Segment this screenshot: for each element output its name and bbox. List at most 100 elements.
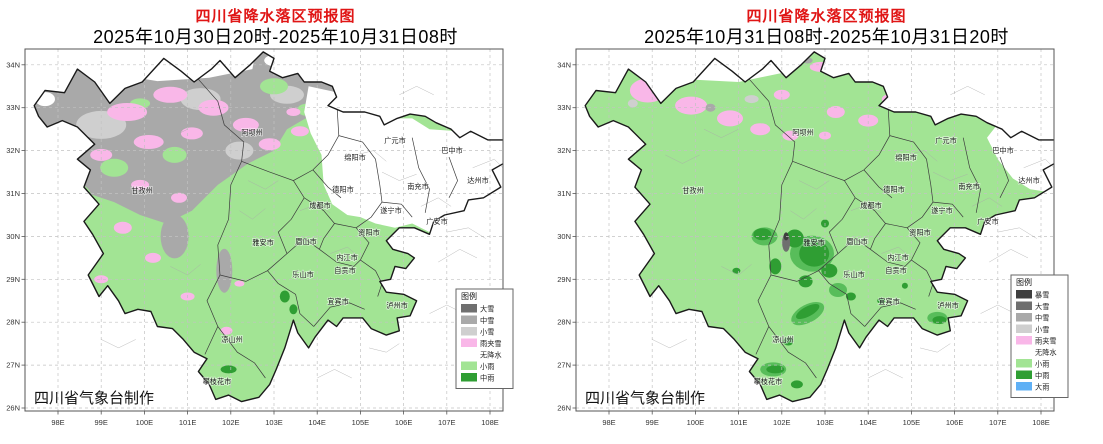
region-label: 眉山市 bbox=[846, 237, 868, 246]
legend-swatch bbox=[461, 373, 477, 382]
legend-item-label: 大雪 bbox=[1035, 302, 1049, 311]
x-tick-label: 100E bbox=[687, 418, 705, 427]
region-label: 遂宁市 bbox=[380, 206, 402, 215]
county-borders bbox=[652, 86, 1054, 379]
x-tick-label: 103E bbox=[816, 418, 834, 427]
region-label: 绵阳市 bbox=[344, 153, 366, 162]
region-label: 资阳市 bbox=[909, 228, 931, 237]
legend-item-label: 小雪 bbox=[480, 328, 494, 337]
legend-swatch bbox=[461, 304, 477, 313]
region-label: 泸州市 bbox=[937, 301, 959, 310]
y-tick-label: 34N bbox=[6, 60, 20, 69]
legend-item-label: 小雪 bbox=[1035, 325, 1049, 334]
region-label: 广元市 bbox=[384, 136, 406, 145]
x-tick-label: 101E bbox=[730, 418, 748, 427]
legend-item-label: 无降水 bbox=[1035, 348, 1057, 357]
region-label: 宜宾市 bbox=[327, 297, 349, 306]
precipitation-map: 98E 99E 100E 101E 102E 103E 104E 105E 106E 107E 10… bbox=[6, 48, 514, 427]
x-tick-label: 100E bbox=[136, 418, 154, 427]
y-tick-label: 34N bbox=[557, 60, 571, 69]
y-tick-label: 27N bbox=[557, 361, 571, 370]
region-label: 乐山市 bbox=[292, 270, 314, 279]
x-tick-label: 101E bbox=[179, 418, 197, 427]
x-tick-label: 107E bbox=[989, 418, 1007, 427]
x-tick-label: 108E bbox=[1032, 418, 1050, 427]
prefecture-borders bbox=[195, 76, 458, 379]
y-tick-label: 29N bbox=[557, 275, 571, 284]
plot-area bbox=[576, 49, 1054, 411]
credit-text: 四川省气象台制作 bbox=[34, 390, 154, 407]
region-label: 成都市 bbox=[309, 201, 331, 210]
x-tick-label: 99E bbox=[95, 418, 108, 427]
region-label: 达州市 bbox=[467, 176, 489, 185]
county-borders bbox=[101, 86, 503, 379]
legend-swatch bbox=[1016, 370, 1032, 379]
legend-swatch bbox=[461, 350, 477, 359]
y-tick-label: 29N bbox=[6, 275, 20, 284]
credit-text: 四川省气象台制作 bbox=[585, 390, 705, 407]
map-subtitle: 2025年10月30日20时-2025年10月31日08时 bbox=[93, 27, 458, 47]
legend-title: 图例 bbox=[1016, 277, 1032, 287]
region-label: 攀枝花市 bbox=[754, 377, 783, 386]
region-label: 泸州市 bbox=[386, 301, 408, 310]
region-label: 达州市 bbox=[1018, 176, 1040, 185]
legend-swatch bbox=[1016, 347, 1032, 356]
region-label: 阿坝州 bbox=[792, 128, 814, 137]
region-label: 凉山州 bbox=[772, 335, 794, 344]
legend-item-label: 无降水 bbox=[480, 351, 502, 360]
region-label: 南充市 bbox=[407, 182, 429, 191]
legend-item-label: 小雨 bbox=[480, 362, 494, 371]
region-label: 广安市 bbox=[426, 217, 448, 226]
legend-item-label: 雨夹雪 bbox=[480, 339, 502, 348]
map-title: 四川省降水落区预报图 bbox=[746, 8, 907, 25]
forecast-panel-day: 四川省降水落区预报图 2025年10月31日08时-2025年10月31日20时… bbox=[551, 0, 1102, 444]
legend-swatch bbox=[1016, 359, 1032, 368]
region-label: 绵阳市 bbox=[895, 153, 917, 162]
legend-swatch bbox=[1016, 382, 1032, 391]
x-tick-label: 104E bbox=[308, 418, 326, 427]
y-tick-label: 33N bbox=[6, 103, 20, 112]
y-tick-label: 32N bbox=[557, 146, 571, 155]
axis-labels: 98E 99E 100E 101E 102E 103E 104E 105E 106E 107E 10… bbox=[6, 60, 499, 427]
legend-item-label: 雨夹雪 bbox=[1035, 337, 1057, 346]
x-tick-label: 98E bbox=[602, 418, 615, 427]
y-tick-label: 28N bbox=[557, 318, 571, 327]
region-label: 凉山州 bbox=[221, 335, 243, 344]
x-tick-label: 102E bbox=[773, 418, 791, 427]
x-tick-label: 108E bbox=[481, 418, 499, 427]
legend-swatch bbox=[461, 338, 477, 347]
prefecture-borders bbox=[746, 76, 1009, 379]
y-tick-label: 33N bbox=[557, 103, 571, 112]
region-label: 眉山市 bbox=[295, 237, 317, 246]
region-label: 巴中市 bbox=[992, 146, 1014, 155]
region-label: 德阳市 bbox=[332, 185, 354, 194]
precipitation-map: 98E 99E 100E 101E 102E 103E 104E 105E 106E 107E 10… bbox=[557, 48, 1069, 427]
forecast-panel-night: 四川省降水落区预报图 2025年10月30日20时-2025年10月31日08时… bbox=[0, 0, 551, 444]
y-tick-label: 31N bbox=[557, 189, 571, 198]
map-title: 四川省降水落区预报图 bbox=[195, 8, 356, 25]
legend-item-label: 中雨 bbox=[1035, 371, 1049, 380]
y-tick-label: 30N bbox=[557, 232, 571, 241]
plot-border bbox=[24, 48, 504, 412]
region-label: 成都市 bbox=[860, 201, 882, 210]
legend-swatch bbox=[461, 361, 477, 370]
region-label: 内江市 bbox=[887, 253, 909, 262]
x-tick-label: 106E bbox=[395, 418, 413, 427]
region-label: 雅安市 bbox=[252, 238, 274, 247]
region-label: 资阳市 bbox=[358, 228, 380, 237]
y-tick-label: 26N bbox=[6, 404, 20, 413]
legend-item-label: 大雨 bbox=[1035, 383, 1049, 392]
plot-border bbox=[575, 48, 1055, 412]
region-label: 阿坝州 bbox=[241, 128, 263, 137]
region-label: 自贡市 bbox=[885, 266, 907, 275]
province-outline bbox=[33, 51, 503, 403]
axis-labels: 98E 99E 100E 101E 102E 103E 104E 105E 106E 107E 10… bbox=[557, 60, 1050, 427]
region-label: 遂宁市 bbox=[931, 206, 953, 215]
region-label: 广元市 bbox=[935, 136, 957, 145]
region-label: 巴中市 bbox=[441, 146, 463, 155]
legend-swatch bbox=[461, 327, 477, 336]
legend-item-label: 小雨 bbox=[1035, 360, 1049, 369]
x-tick-label: 104E bbox=[859, 418, 877, 427]
